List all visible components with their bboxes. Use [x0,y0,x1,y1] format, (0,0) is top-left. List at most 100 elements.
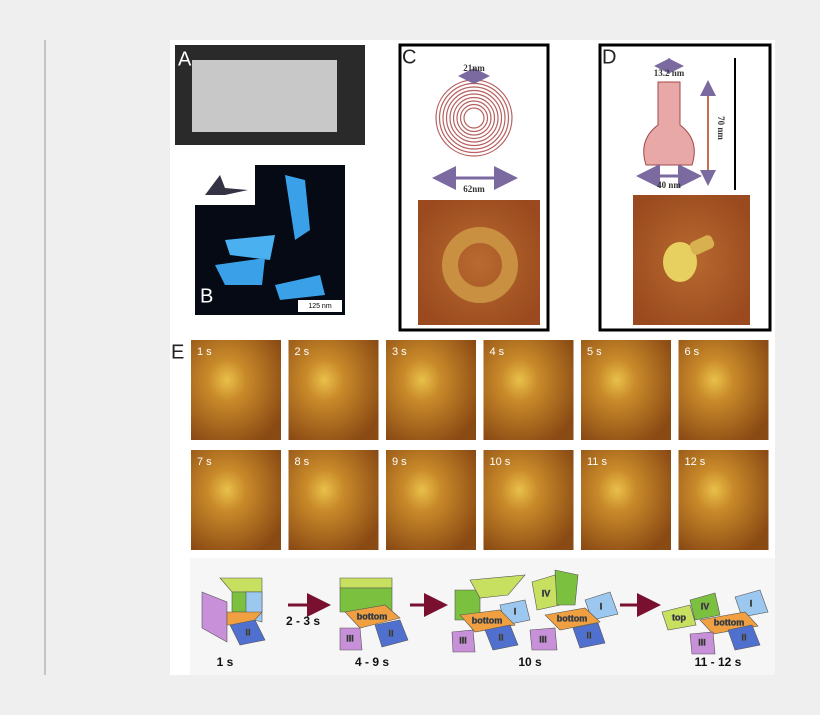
spiral-ring [442,86,506,150]
frame-time: 12 s [685,456,706,468]
afm-frame [191,450,281,550]
panel-label: E [171,341,184,363]
face [451,629,476,653]
inset [195,165,255,205]
frame-time: 1 s [197,346,212,358]
face [544,607,601,631]
afm-frame [581,340,671,440]
face-label: II [586,630,591,640]
face [469,574,526,599]
stage-label: 1 s [217,655,234,669]
panel-label: B [200,285,213,307]
face [339,627,363,651]
star-shape [285,175,310,240]
vase-neck [689,235,715,255]
star-shape [215,258,265,285]
stage-label: 10 s [518,655,542,669]
face [201,591,228,643]
face [689,592,721,621]
afm-frame [581,450,671,550]
star-shape [225,235,275,260]
frame-time: 7 s [197,456,212,468]
face [689,631,716,655]
face [661,604,697,631]
afm-frame [678,340,769,440]
frame-time: 2 s [295,346,310,358]
panel-d: 13.2 nm 70 nm 40 nm D [598,43,772,332]
scale-bar [298,300,342,312]
face [339,577,393,589]
face-label: bottom [714,617,745,627]
spiral-ring [459,103,489,133]
ring [442,227,518,303]
face-label: II [245,627,250,637]
frame-time: 11 s [587,456,607,468]
spiral-ring [449,93,499,143]
frame-time: 4 s [490,346,505,358]
face [484,624,519,651]
afm-frame [386,340,476,440]
spiral-ring [452,96,496,140]
face [554,569,579,606]
face [529,627,558,651]
spiral-ring [463,107,485,129]
transition-label: 2 - 3 s [286,614,320,628]
frame-time: 10 s [490,456,511,468]
face [229,619,266,646]
scale-label: 125 nm [308,303,332,310]
face-label: III [539,634,547,644]
frame-time: 9 s [392,456,407,468]
afm-frame [191,340,281,440]
afm-frame [386,450,476,550]
frame-grid: 1 s 2 s 3 s 4 s 5 s 6 s 7 s 8 s 9 s 10 s 11 s 12 s [191,340,769,550]
face-label: III [346,633,354,643]
face-label: I [600,601,603,611]
panel-label: D [602,46,616,68]
panel-a: A [175,45,365,145]
stage-label: 11 - 12 s [695,655,742,669]
spiral-ring [456,100,492,136]
face [374,619,409,648]
dim-label: 70 nm [716,116,726,140]
face [344,604,401,629]
face-label: bottom [357,611,388,621]
dim-label: 13.2 nm [654,68,685,78]
afm-frame [678,450,769,550]
face-label: IV [701,601,710,611]
face [727,624,761,651]
panel-c: 21nm 62nm C [398,43,550,332]
face [734,589,769,618]
frame-time: 8 s [295,456,310,468]
face-label: I [514,606,517,616]
face [572,622,606,649]
face-label: IV [542,588,551,598]
folding-diagram: II bottom III II I bottom III II IV I bo… [201,569,769,655]
inset-star [205,175,248,195]
afm-frame [483,450,574,550]
dim-label: 62nm [463,184,485,194]
face-label: bottom [472,615,503,625]
vase-afm [663,242,697,282]
frame-time: 6 s [685,346,700,358]
dim-label: 40 nm [657,180,681,190]
afm-frame [288,340,379,440]
spiral-ring [445,89,503,147]
face-label: III [698,637,706,647]
face-label: III [459,635,467,645]
face-label: I [750,598,753,608]
spiral [435,79,513,157]
frame-time: 5 s [587,346,602,358]
afm-frame [288,450,379,550]
panel-b: 125 nm B [195,165,345,315]
dim-label: 21nm [463,63,485,73]
panel-label: C [402,46,416,68]
origami-shape [192,60,337,132]
face-label: II [498,632,503,642]
face-label: top [672,612,686,622]
panel-label: A [178,48,192,70]
stage-label: 4 - 9 s [355,655,389,669]
afm-image [418,200,540,325]
frame-time: 3 s [392,346,407,358]
face-label: bottom [557,613,588,623]
